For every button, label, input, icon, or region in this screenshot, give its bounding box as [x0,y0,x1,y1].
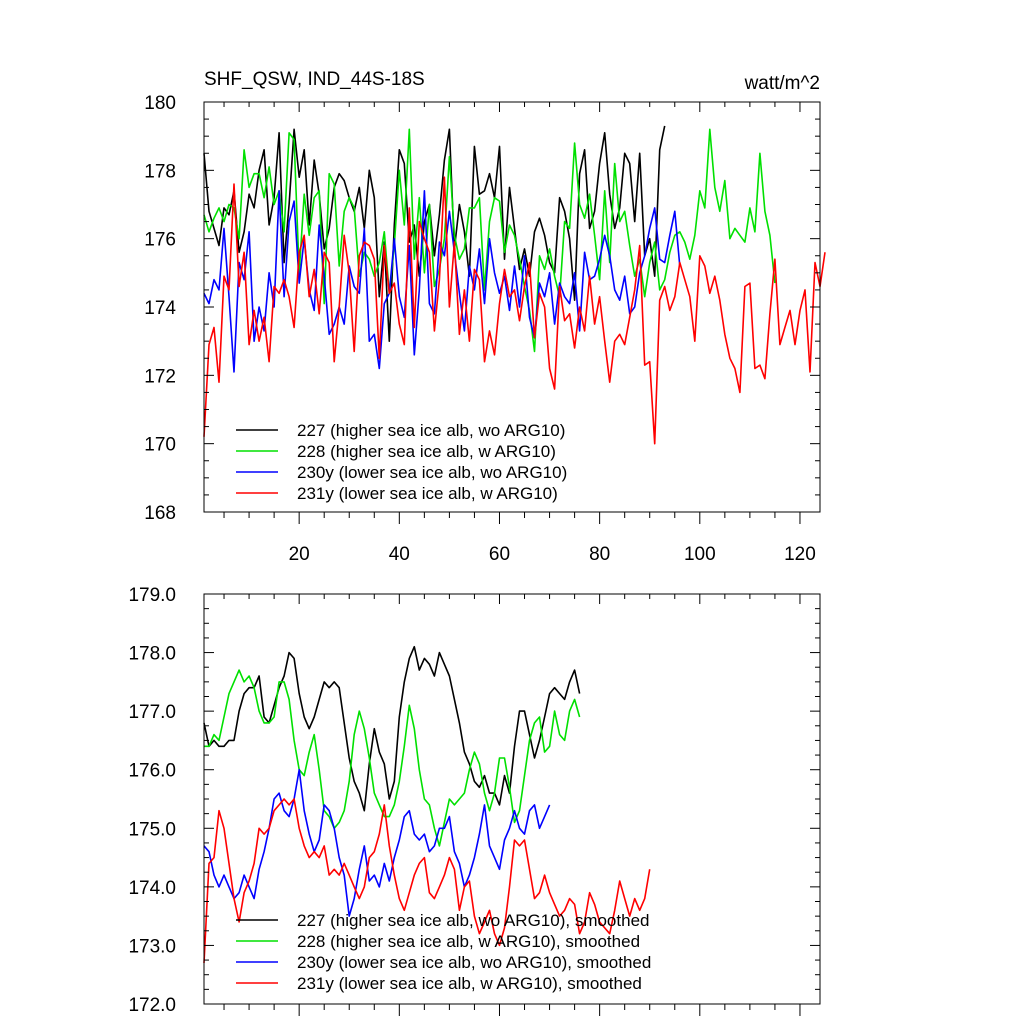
legend-label: 231y (lower sea ice alb, w ARG10) [297,484,558,503]
series-line [203,176,826,445]
y-tick-label: 179.0 [128,585,176,606]
chart-title: SHF_QSW, IND_44S-18S [204,69,425,90]
legend: 227 (higher sea ice alb, wo ARG10), smoo… [236,911,651,993]
y-tick-label: 175.0 [128,819,176,840]
y-tick-label: 172.0 [128,995,176,1016]
y-tick-label: 170 [144,435,176,456]
x-tick-label: 40 [389,544,410,565]
x-tick-label: 20 [289,544,310,565]
y-tick-label: 176 [144,230,176,251]
x-tick-label: 100 [684,544,716,565]
y-tick-label: 177.0 [128,702,176,723]
y-tick-label: 178 [144,161,176,182]
legend-label: 230y (lower sea ice alb, wo ARG10), smoo… [297,953,651,972]
panel-top: SHF_QSW, IND_44S-18S watt/m^2 168 170 172 1… [144,69,826,565]
legend-label: 227 (higher sea ice alb, wo ARG10), smoo… [297,911,649,930]
series-line [203,798,651,964]
series-line [204,669,581,847]
y-tick-label: 176.0 [128,761,176,782]
legend: 227 (higher sea ice alb, wo ARG10) 228 (h… [236,421,567,503]
y-tick-label: 168 [144,503,176,524]
series-line [203,645,581,812]
y-tick-label: 180 [144,93,176,114]
legend-label: 230y (lower sea ice alb, wo ARG10) [297,463,567,482]
y-tick-label: 174 [144,298,176,319]
y-tick-label: 173.0 [128,936,176,957]
y-tick-label: 172 [144,366,176,387]
x-tick-label: 120 [784,544,816,565]
panel-bottom: 172.0 173.0 174.0 175.0 176.0 177.0 178.0 179.0… [128,585,821,1016]
y-tick-label: 174.0 [128,878,176,899]
series-line [203,768,551,917]
legend-label: 228 (higher sea ice alb, w ARG10) [297,442,556,461]
x-tick-label: 60 [489,544,510,565]
legend-label: 228 (higher sea ice alb, w ARG10), smoot… [297,932,640,951]
series-line [203,190,681,373]
legend-label: 231y (lower sea ice alb, w ARG10), smoot… [297,974,642,993]
legend-label: 227 (higher sea ice alb, wo ARG10) [297,421,565,440]
x-tick-label: 80 [589,544,610,565]
units-label: watt/m^2 [744,73,820,94]
y-tick-label: 178.0 [128,644,176,665]
